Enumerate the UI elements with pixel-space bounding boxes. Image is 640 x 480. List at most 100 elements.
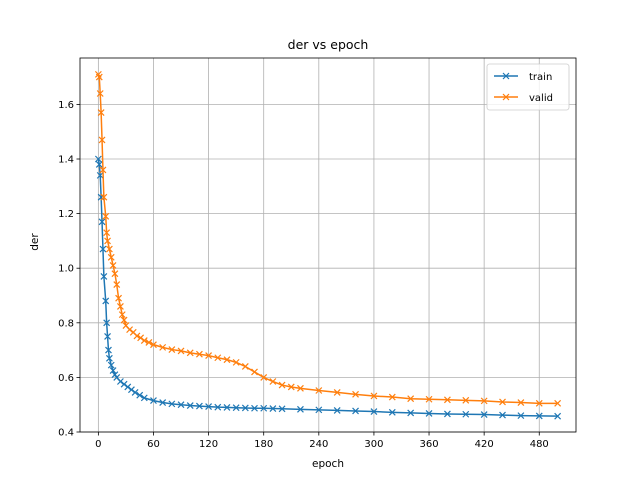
train-point bbox=[128, 386, 135, 394]
valid-point bbox=[186, 349, 194, 357]
valid-point bbox=[159, 343, 167, 351]
y-axis-label: der bbox=[29, 233, 41, 251]
valid-point bbox=[205, 352, 213, 359]
train-point bbox=[177, 401, 185, 409]
train-point bbox=[214, 403, 222, 411]
series-valid bbox=[94, 70, 562, 407]
legend-item-train: train bbox=[494, 72, 552, 83]
valid-point bbox=[333, 388, 341, 396]
train-point bbox=[443, 410, 451, 418]
legend-box bbox=[486, 63, 570, 111]
train-point bbox=[223, 404, 231, 411]
chart-title: der vs epoch bbox=[288, 37, 369, 52]
train-point bbox=[159, 399, 167, 406]
train-point bbox=[315, 406, 323, 414]
valid-point bbox=[100, 193, 108, 201]
valid-point bbox=[120, 316, 128, 324]
x-tick-label: 120 bbox=[199, 439, 218, 450]
valid-point bbox=[118, 311, 126, 319]
train-point bbox=[103, 319, 111, 327]
train-point bbox=[95, 161, 103, 168]
legend-marker bbox=[502, 72, 510, 80]
valid-point bbox=[287, 383, 295, 391]
valid-point bbox=[177, 347, 185, 355]
valid-point bbox=[105, 245, 113, 253]
train-point bbox=[195, 402, 203, 410]
grid bbox=[80, 58, 576, 433]
y-tick-label: 0.8 bbox=[58, 318, 74, 329]
valid-point bbox=[517, 399, 525, 406]
train-point bbox=[333, 407, 341, 414]
valid-point bbox=[425, 395, 433, 403]
x-tick-label: 300 bbox=[364, 439, 383, 450]
train-point bbox=[535, 412, 543, 420]
y-tick-label: 1.4 bbox=[58, 155, 74, 166]
x-tick-label: 420 bbox=[475, 439, 494, 450]
x-tick-label: 240 bbox=[309, 439, 328, 450]
train-point bbox=[96, 171, 104, 179]
valid-point bbox=[195, 350, 203, 358]
valid-point bbox=[315, 387, 323, 394]
legend-item-valid: valid bbox=[494, 93, 553, 104]
train-point bbox=[352, 407, 359, 415]
valid-point bbox=[443, 396, 451, 404]
valid-line bbox=[97, 74, 558, 405]
valid-point bbox=[97, 109, 105, 117]
x-tick-label: 60 bbox=[147, 439, 160, 450]
x-axis: 0 60 120 180 240 300 360 420 480 bbox=[95, 432, 549, 450]
x-tick-label: 360 bbox=[419, 439, 438, 450]
train-point bbox=[251, 404, 258, 412]
valid-point bbox=[107, 253, 115, 261]
train-point bbox=[388, 408, 396, 416]
train-point bbox=[425, 410, 433, 417]
valid-point bbox=[113, 281, 121, 289]
series-layer bbox=[94, 70, 562, 420]
train-point bbox=[99, 245, 107, 253]
train-point bbox=[150, 397, 157, 405]
plot-frame bbox=[79, 57, 577, 433]
valid-point bbox=[352, 390, 359, 398]
x-tick-label: 480 bbox=[530, 439, 549, 450]
train-point bbox=[109, 367, 117, 375]
train-point bbox=[116, 378, 124, 385]
train-point bbox=[241, 404, 249, 412]
train-point bbox=[480, 411, 488, 418]
train-point bbox=[168, 400, 176, 408]
valid-point bbox=[241, 363, 249, 370]
train-point bbox=[370, 408, 378, 415]
valid-point bbox=[407, 395, 415, 403]
y-axis: 0.4 0.6 0.8 1.0 1.2 1.4 1.6 bbox=[58, 100, 80, 439]
valid-point bbox=[499, 398, 506, 406]
train-point bbox=[269, 405, 277, 412]
train-point bbox=[205, 403, 213, 411]
train-point bbox=[98, 218, 106, 226]
train-point bbox=[124, 383, 132, 391]
valid-point bbox=[111, 270, 119, 278]
valid-point bbox=[214, 354, 222, 362]
valid-point bbox=[98, 136, 106, 144]
train-point bbox=[517, 412, 525, 420]
y-tick-label: 1.2 bbox=[58, 209, 74, 220]
train-point bbox=[140, 394, 148, 402]
y-tick-label: 1.6 bbox=[58, 100, 74, 111]
valid-point bbox=[109, 262, 117, 269]
train-point bbox=[120, 380, 128, 388]
valid-point bbox=[145, 339, 153, 346]
train-point bbox=[104, 333, 111, 340]
valid-point bbox=[269, 378, 277, 385]
train-point bbox=[407, 409, 415, 417]
train-point bbox=[131, 388, 139, 396]
valid-point bbox=[99, 166, 107, 174]
y-tick-label: 1.0 bbox=[58, 264, 74, 275]
valid-point bbox=[115, 294, 123, 302]
valid-point bbox=[140, 337, 148, 344]
x-tick-label: 180 bbox=[254, 439, 273, 450]
train-point bbox=[105, 354, 113, 362]
train-point bbox=[232, 404, 240, 412]
train-point bbox=[94, 155, 102, 163]
valid-point bbox=[95, 73, 103, 81]
valid-point bbox=[232, 358, 240, 366]
valid-point bbox=[223, 356, 231, 364]
train-point bbox=[102, 297, 110, 305]
